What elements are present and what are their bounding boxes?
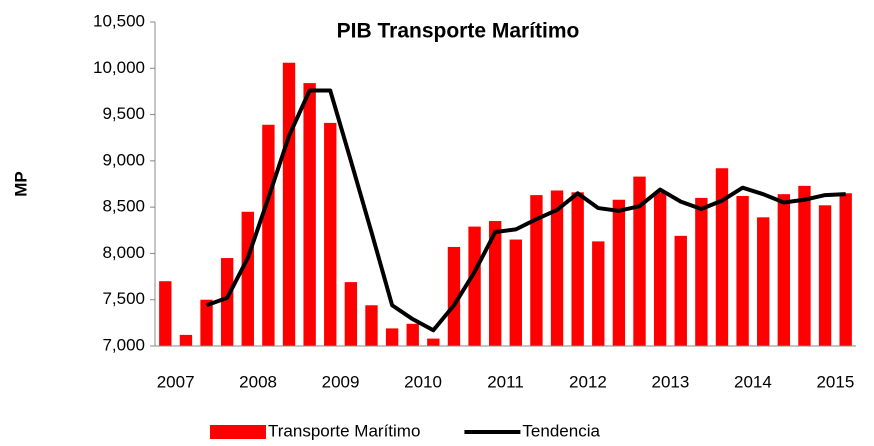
bar bbox=[695, 197, 708, 346]
y-tick-label: 8,500 bbox=[102, 197, 145, 216]
bar bbox=[468, 226, 481, 346]
bar bbox=[715, 168, 729, 346]
bar bbox=[324, 122, 337, 346]
bar bbox=[365, 305, 378, 346]
legend-label: Transporte Marítimo bbox=[268, 421, 420, 440]
bar bbox=[241, 211, 254, 346]
x-tick-label: 2013 bbox=[652, 372, 690, 391]
bar bbox=[653, 192, 667, 346]
x-tick-label: 2007 bbox=[157, 372, 195, 391]
y-tick-label: 9,500 bbox=[102, 104, 145, 123]
y-tick-label: 10,000 bbox=[93, 58, 145, 77]
bar bbox=[220, 258, 234, 346]
bar bbox=[344, 282, 358, 346]
bar bbox=[406, 323, 419, 346]
x-tick-label: 2012 bbox=[569, 372, 607, 391]
y-tick-label: 7,500 bbox=[102, 289, 145, 308]
bar bbox=[530, 195, 543, 346]
bar bbox=[200, 299, 213, 346]
bar bbox=[777, 194, 791, 346]
bar bbox=[633, 176, 646, 346]
bar bbox=[489, 221, 502, 346]
bar bbox=[509, 239, 522, 346]
y-tick-label: 9,000 bbox=[102, 150, 145, 169]
legend-swatch bbox=[210, 425, 266, 439]
bar bbox=[674, 235, 687, 346]
chart-title: PIB Transporte Marítimo bbox=[337, 20, 580, 43]
bar bbox=[550, 190, 564, 346]
bar bbox=[592, 241, 605, 346]
legend-label: Tendencia bbox=[522, 421, 600, 440]
bar bbox=[447, 246, 461, 346]
y-tick-label: 10,500 bbox=[93, 11, 145, 30]
bar bbox=[798, 185, 811, 346]
bar bbox=[757, 217, 770, 346]
x-tick-label: 2008 bbox=[239, 372, 277, 391]
y-axis-label: MP bbox=[11, 171, 30, 197]
x-tick-label: 2014 bbox=[734, 372, 772, 391]
bar bbox=[736, 196, 749, 346]
bar bbox=[159, 281, 172, 346]
bar bbox=[839, 193, 852, 346]
bar bbox=[179, 334, 193, 346]
bar bbox=[612, 199, 626, 346]
bar bbox=[303, 83, 316, 347]
bar bbox=[571, 192, 584, 346]
bar bbox=[385, 328, 399, 346]
trend-line bbox=[205, 88, 846, 333]
bar bbox=[262, 124, 275, 346]
x-tick-label: 2011 bbox=[487, 372, 524, 391]
y-tick-label: 7,000 bbox=[102, 335, 145, 354]
y-tick-label: 8,000 bbox=[102, 243, 145, 262]
bar bbox=[818, 205, 832, 346]
x-tick-label: 2015 bbox=[816, 372, 854, 391]
x-tick-label: 2009 bbox=[322, 372, 360, 391]
x-tick-label: 2010 bbox=[404, 372, 442, 391]
bar bbox=[282, 62, 296, 346]
bar bbox=[427, 338, 440, 346]
